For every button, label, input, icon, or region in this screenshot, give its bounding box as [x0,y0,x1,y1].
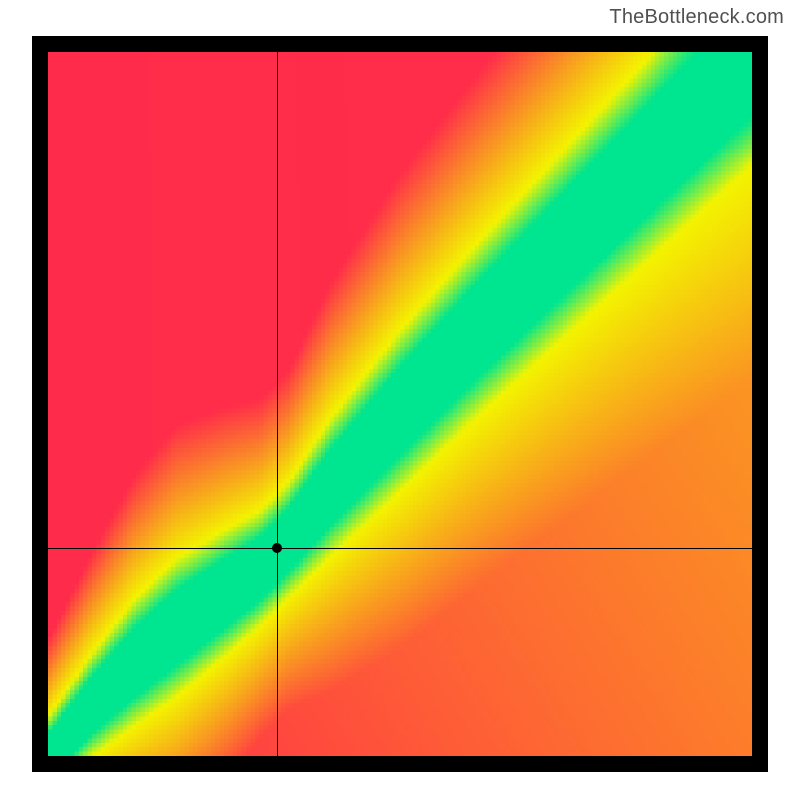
plot-area [48,52,752,756]
selected-point [272,543,282,553]
crosshair-vertical [277,52,278,756]
figure-container: TheBottleneck.com [0,0,800,800]
plot-frame [32,36,768,772]
crosshair-horizontal [48,548,752,549]
heatmap-canvas [48,52,752,756]
attribution-text: TheBottleneck.com [609,6,784,29]
